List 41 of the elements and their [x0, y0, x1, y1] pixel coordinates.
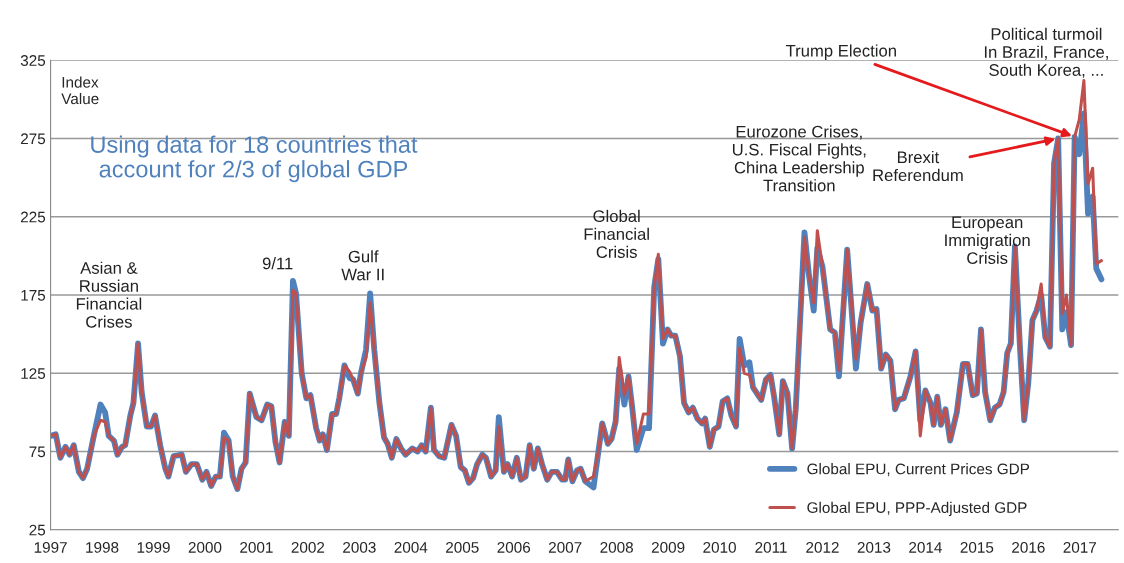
annotation: Political turmoil In Brazil, France, South Korea, ... [984, 27, 1108, 78]
annotation: Brexit Referendum [873, 150, 963, 182]
y-tick-label: 225 [21, 211, 46, 223]
x-tick-label: 2000 [188, 541, 222, 553]
annotation: Eurozone Crises, U.S. Fiscal Fights, China Leadership Transition [732, 125, 866, 192]
legend-label: Global EPU, Current Prices GDP [807, 463, 1030, 477]
y-tick-label: 75 [29, 446, 46, 458]
x-tick-label: 2001 [240, 541, 273, 553]
x-tick-label: 2017 [1063, 541, 1097, 553]
annotation: 9/11 [262, 257, 293, 270]
x-tick-label: 2005 [446, 541, 479, 553]
x-tick-label: 2010 [703, 541, 736, 553]
x-tick-label: 1997 [34, 541, 67, 553]
x-tick-label: 1998 [86, 541, 119, 553]
annotation: Gulf War II [341, 250, 384, 281]
x-tick-label: 2008 [600, 541, 633, 553]
legend-label: Global EPU, PPP-Adjusted GDP [807, 501, 1027, 517]
annotation: Asian & Russian Financial Crises [76, 261, 142, 328]
x-tick-label: 2006 [497, 541, 531, 553]
x-tick-label: 2014 [909, 541, 942, 553]
annotation: European Immigration Crisis [945, 216, 1030, 265]
x-tick-label: 2016 [1012, 541, 1045, 553]
x-tick-label: 2011 [755, 541, 787, 553]
annotation: Using data for 18 countries that account for 2/3 of global GDP [91, 135, 418, 183]
y-tick-label: 25 [29, 524, 46, 536]
y-axis-title: Index Value [61, 76, 99, 105]
x-tick-label: 2015 [960, 541, 994, 553]
x-tick-label: 2012 [806, 541, 839, 553]
annotation: Global Financial Crisis [584, 209, 649, 258]
x-tick-label: 2003 [343, 541, 376, 553]
y-tick-label: 175 [21, 290, 46, 301]
annotation: Trump Election [785, 44, 896, 60]
y-tick-label: 275 [21, 133, 46, 145]
x-tick-label: 1999 [137, 541, 170, 553]
x-tick-label: 2002 [291, 541, 325, 553]
x-tick-label: 2004 [394, 541, 428, 553]
y-tick-label: 125 [21, 368, 46, 379]
x-tick-label: 2007 [548, 541, 582, 553]
y-tick-label: 325 [20, 55, 46, 66]
x-tick-label: 2009 [651, 541, 685, 553]
x-tick-label: 2013 [857, 541, 891, 553]
